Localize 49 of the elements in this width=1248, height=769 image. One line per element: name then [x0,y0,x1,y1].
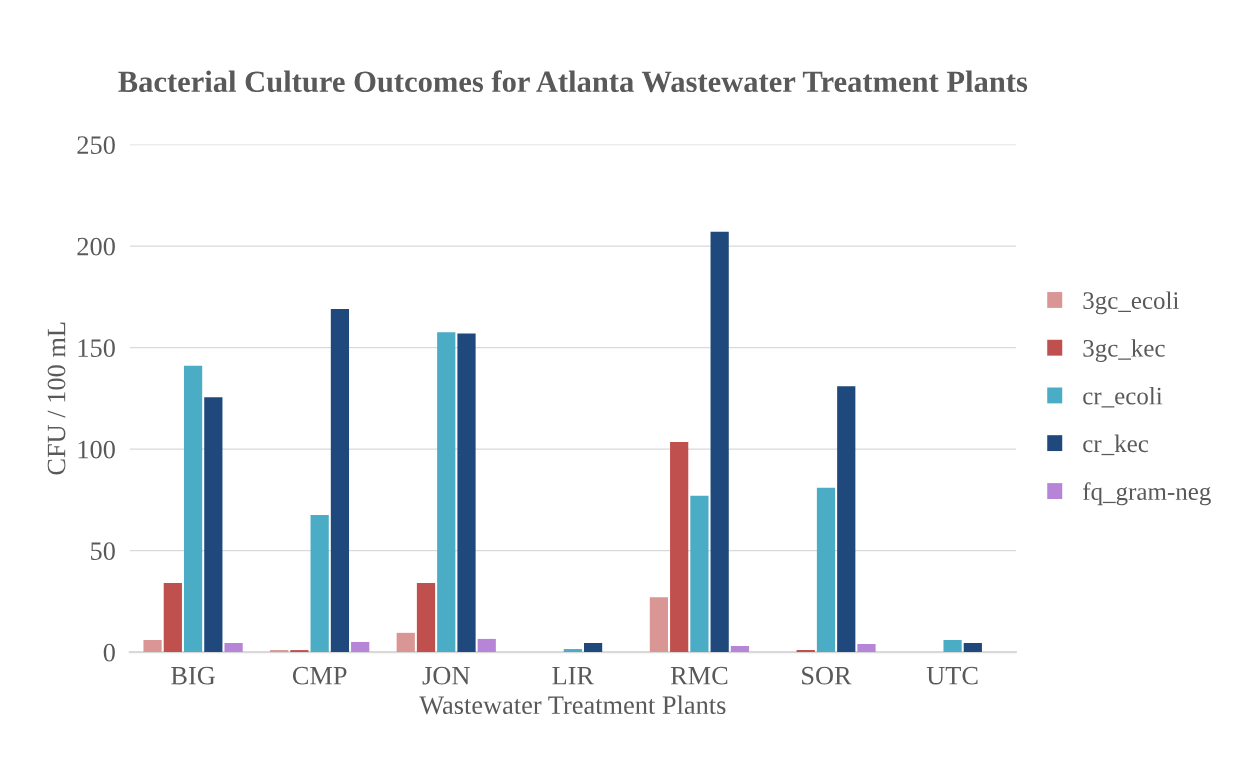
bar [270,650,289,653]
y-tick-label: 250 [77,136,115,154]
x-tick-label: SOR [802,666,852,685]
bar [437,332,456,653]
legend-label: 3gc_ecoli [1083,291,1179,315]
bar [963,642,982,653]
bar [351,641,370,653]
bar [143,639,162,653]
bar [563,649,582,653]
bar [690,495,709,653]
x-tick-label: LIR [552,667,595,685]
bar [416,583,436,653]
bar [670,441,689,653]
chart-title: Bacterial Culture Outcomes for Atlanta Wastewater Treatment Plants [118,70,1028,93]
legend-label: fq_gram-neg [1083,482,1211,506]
bar [796,650,815,653]
bar [649,597,669,653]
bar [310,515,329,653]
bar [204,397,223,653]
bar [730,646,750,653]
x-tick-label: RMC [670,666,728,685]
bar [183,365,203,653]
x-tick-label: UTC [926,666,978,685]
bar [710,231,729,653]
bar [857,643,876,653]
y-tick-label: 0 [103,643,115,662]
bar [457,333,476,653]
y-tick-label: 50 [91,542,115,561]
bar [163,583,182,653]
y-tick-label: 150 [78,339,115,357]
bar [837,386,856,653]
legend-label: cr_kec [1083,434,1149,456]
bar [583,642,603,653]
y-tick-label: 100 [78,440,115,459]
x-tick-label: BIG [171,666,215,685]
bar [330,309,350,653]
x-tick-label: CMP [292,666,347,685]
bar [396,632,415,653]
x-axis-title: Wastewater Treatment Plants [419,695,726,715]
legend-label: cr_ecoli [1083,386,1163,408]
x-tick-label: JON [422,666,470,685]
bar [816,487,836,653]
bar [290,650,309,653]
bar [943,639,962,653]
bar [224,642,243,653]
y-axis-title: CFU / 100 mL [47,322,66,475]
bar [477,638,496,653]
legend-label: 3gc_kec [1083,339,1165,362]
y-tick-label: 200 [77,237,115,256]
